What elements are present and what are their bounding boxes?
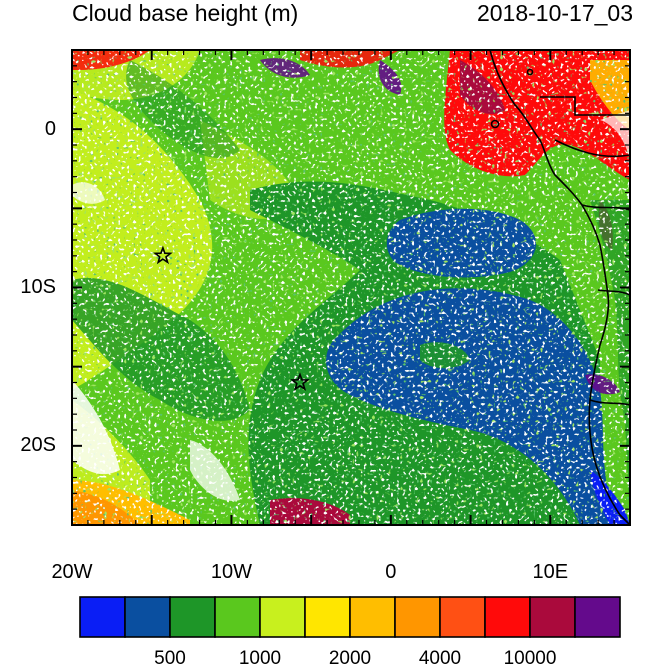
colorbar-label: 10000 <box>503 648 557 669</box>
colorbar-swatch <box>529 596 576 638</box>
colorbar-swatch <box>394 596 441 638</box>
coastline <box>489 49 631 526</box>
colorbar-swatch <box>574 596 621 638</box>
colorbar-swatch <box>349 596 396 638</box>
map-title: Cloud base height (m) <box>72 0 299 26</box>
colorbar-swatch <box>439 596 486 638</box>
axis-ticks <box>71 49 631 526</box>
site-markers <box>153 245 310 391</box>
colorbar-swatch <box>124 596 171 638</box>
colorbar-swatch <box>304 596 351 638</box>
x-tick-label: 20W <box>51 561 93 583</box>
y-tick-label: 10S <box>20 276 56 298</box>
star-marker <box>153 245 173 265</box>
cloud-base-field <box>72 50 630 525</box>
colorbar-swatch <box>484 596 531 638</box>
colorbar-label: 500 <box>154 648 186 669</box>
colorbar-swatch <box>169 596 216 638</box>
x-tick-label: 10E <box>532 561 569 583</box>
y-tick-label: 20S <box>20 434 56 457</box>
colorbar-label: 2000 <box>328 648 372 669</box>
y-tick-label: 0 <box>44 117 56 140</box>
colorbar <box>79 596 621 638</box>
colorbar-swatch <box>214 596 261 638</box>
star-marker <box>290 372 310 391</box>
x-tick-label: 0 <box>385 561 397 583</box>
map-timestamp: 2018-10-17_03 <box>476 0 633 26</box>
colorbar-swatch <box>79 596 126 638</box>
x-tick-label: 10W <box>210 561 252 583</box>
colorbar-label: 4000 <box>418 648 462 669</box>
colorbar-swatch <box>259 596 306 638</box>
colorbar-label: 1000 <box>238 648 282 669</box>
